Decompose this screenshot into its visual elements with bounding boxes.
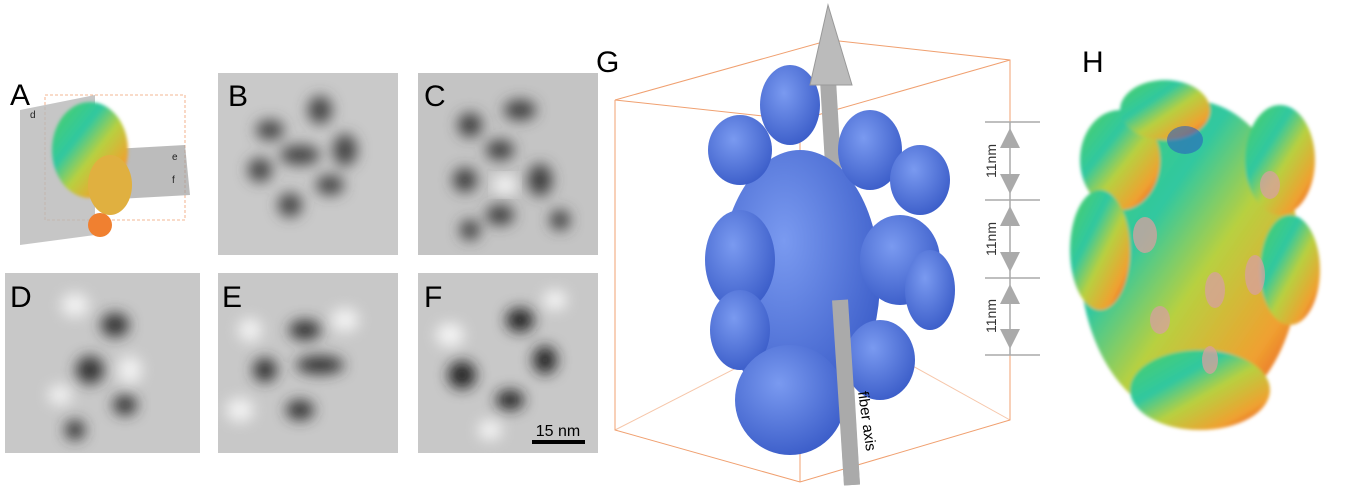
panel-label: F [424,281,442,314]
dimension-label: 11nm [983,299,999,333]
panel-b: B [218,73,398,255]
panel-label: D [10,281,32,314]
annotation: f [172,175,175,186]
panel-d: D [5,273,200,453]
figure: A d e f B C [0,0,1350,489]
panel-a: A d e f [10,79,190,245]
panel-label: H [1082,46,1104,79]
panel-c: C [418,73,598,255]
panel-label: G [596,46,619,79]
scale-bar-label: 15 nm [536,423,580,440]
dimension-label: 11nm [983,222,999,256]
panel-f: F 15 nm [418,273,598,453]
panel-label: B [228,80,248,113]
panel-e: E [218,273,398,453]
dimension-label: 11nm [983,144,999,178]
panel-label: A [10,79,30,112]
panel-g: G fiber axis 11nm 11nm 11nm [596,5,1040,485]
panel-h: H [1070,46,1320,430]
panel-label: E [222,281,242,314]
annotation: d [30,110,36,121]
panel-label: C [424,80,446,113]
annotation: e [172,152,178,163]
